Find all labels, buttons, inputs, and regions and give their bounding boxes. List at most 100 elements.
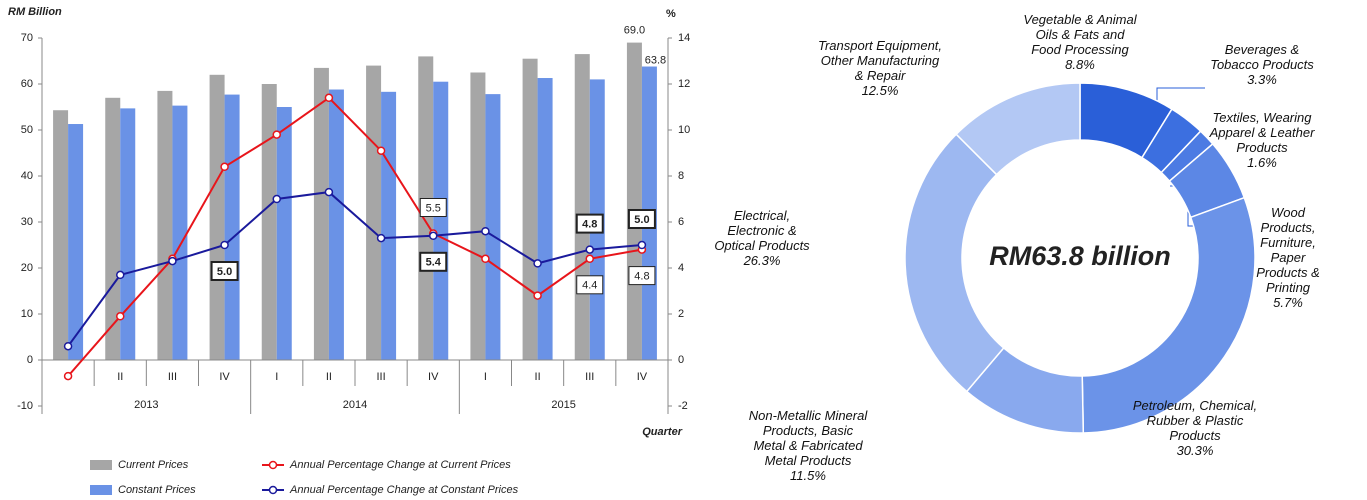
y2-tick-label: 10	[678, 124, 690, 136]
value-label-box	[419, 251, 448, 272]
bar	[381, 91, 397, 360]
donut-label: Wood Products, Furniture, Paper Products…	[1256, 205, 1320, 295]
line-value-label: 4.8	[634, 271, 649, 283]
donut-label: Textiles, Wearing Apparel & Leather Prod…	[1209, 110, 1315, 155]
donut-label: Non-Metallic Mineral Products, Basic Met…	[748, 408, 868, 468]
y2-tick-label: 8	[678, 170, 684, 182]
y-axis-label: RM Billion	[8, 6, 62, 18]
y-tick-label: 20	[21, 262, 33, 274]
line-point	[116, 312, 125, 321]
donut-value-label: 12.5%	[861, 83, 899, 98]
bar	[209, 74, 225, 361]
value-label-box	[628, 266, 656, 286]
donut-value-label: 30.3%	[1176, 443, 1214, 458]
bar	[172, 105, 188, 361]
donut-value-label: 11.5%	[790, 468, 826, 483]
line-point	[533, 291, 542, 300]
bar-value-label: 69.0	[624, 25, 645, 37]
x-axis-label: Quarter	[642, 426, 682, 438]
donut-value-label: 5.7%	[1273, 295, 1303, 310]
donut-segment	[955, 82, 1081, 176]
y2-tick-label: 6	[678, 216, 684, 228]
x-tick-label: IV	[428, 371, 439, 383]
line-point	[168, 256, 177, 266]
bar	[276, 107, 292, 360]
legend-label: Annual Percentage Change at Current Pric…	[289, 459, 511, 471]
group-label: 2013	[134, 399, 158, 411]
bar	[261, 84, 277, 360]
line-point	[63, 371, 73, 381]
bar	[537, 78, 553, 361]
x-tick-label: I	[484, 371, 487, 383]
bar	[313, 67, 329, 361]
donut-label: Electrical, Electronic & Optical Product…	[714, 208, 810, 253]
x-tick-label: I	[275, 371, 278, 383]
line-point	[481, 254, 490, 264]
group-label: 2014	[343, 399, 367, 411]
y-tick-label: 60	[21, 78, 33, 90]
donut-value-label: 3.3%	[1247, 72, 1277, 87]
line-point	[116, 270, 125, 280]
donut-label: Beverages & Tobacco Products	[1210, 42, 1314, 72]
line-value-label: 5.4	[426, 257, 442, 269]
donut-value-label: 1.6%	[1247, 155, 1277, 170]
legend-swatch-point	[268, 460, 278, 470]
group-label: 2015	[551, 399, 575, 411]
x-tick-label: III	[585, 371, 594, 383]
donut-value-label: 26.3%	[743, 253, 781, 268]
y-tick-label: 40	[21, 170, 33, 182]
y2-tick-label: 14	[678, 32, 690, 44]
line-point	[481, 226, 490, 236]
y-tick-label: -10	[17, 400, 33, 412]
bar	[224, 94, 240, 360]
bar	[120, 108, 136, 360]
donut-label: Vegetable & Animal Oils & Fats and Food …	[1023, 12, 1137, 57]
legend-label: Annual Percentage Change at Constant Pri…	[289, 484, 519, 496]
bar	[574, 54, 590, 360]
x-tick-label: II	[326, 371, 332, 383]
donut-label: Transport Equipment, Other Manufacturing…	[817, 38, 943, 83]
line	[67, 191, 643, 347]
value-label-box	[576, 275, 604, 295]
legend-swatch-point	[268, 485, 278, 495]
y-tick-label: 70	[21, 32, 33, 44]
value-label-box	[575, 213, 604, 234]
donut-segment	[1081, 196, 1256, 434]
line-point	[585, 245, 594, 254]
bar	[470, 72, 486, 360]
line-point	[585, 254, 594, 264]
line-point	[272, 130, 281, 139]
legend-label: Current Prices	[118, 459, 189, 471]
center-label: RM63.8 billion	[989, 241, 1171, 271]
y2-tick-label: 12	[678, 78, 690, 90]
line-point	[324, 93, 334, 103]
y2-tick-label: 2	[678, 308, 684, 320]
y-tick-label: 50	[21, 124, 33, 136]
line-point	[220, 162, 229, 172]
bar	[105, 97, 121, 361]
x-tick-label: II	[535, 371, 541, 383]
value-label-box	[210, 261, 239, 281]
line-point	[220, 240, 229, 250]
legend-label: Constant Prices	[118, 484, 196, 496]
line-value-label: 4.8	[582, 219, 597, 231]
line-value-label: 4.4	[582, 280, 597, 292]
bar	[626, 42, 642, 360]
y2-axis-label: %	[666, 8, 676, 20]
line-value-label: 5.5	[426, 202, 441, 214]
line-point	[376, 233, 386, 243]
bar	[157, 90, 173, 361]
value-label-box	[627, 209, 656, 229]
y-tick-label: 0	[27, 354, 33, 366]
line-point	[376, 146, 386, 155]
y2-tick-label: 0	[678, 354, 684, 366]
line-value-label: 5.0	[634, 214, 649, 226]
bar	[68, 124, 84, 361]
donut-value-label: 8.8%	[1065, 57, 1095, 72]
bar	[53, 110, 69, 360]
line-point	[63, 341, 73, 351]
line-point	[429, 231, 438, 241]
y2-tick-label: 4	[678, 262, 684, 274]
